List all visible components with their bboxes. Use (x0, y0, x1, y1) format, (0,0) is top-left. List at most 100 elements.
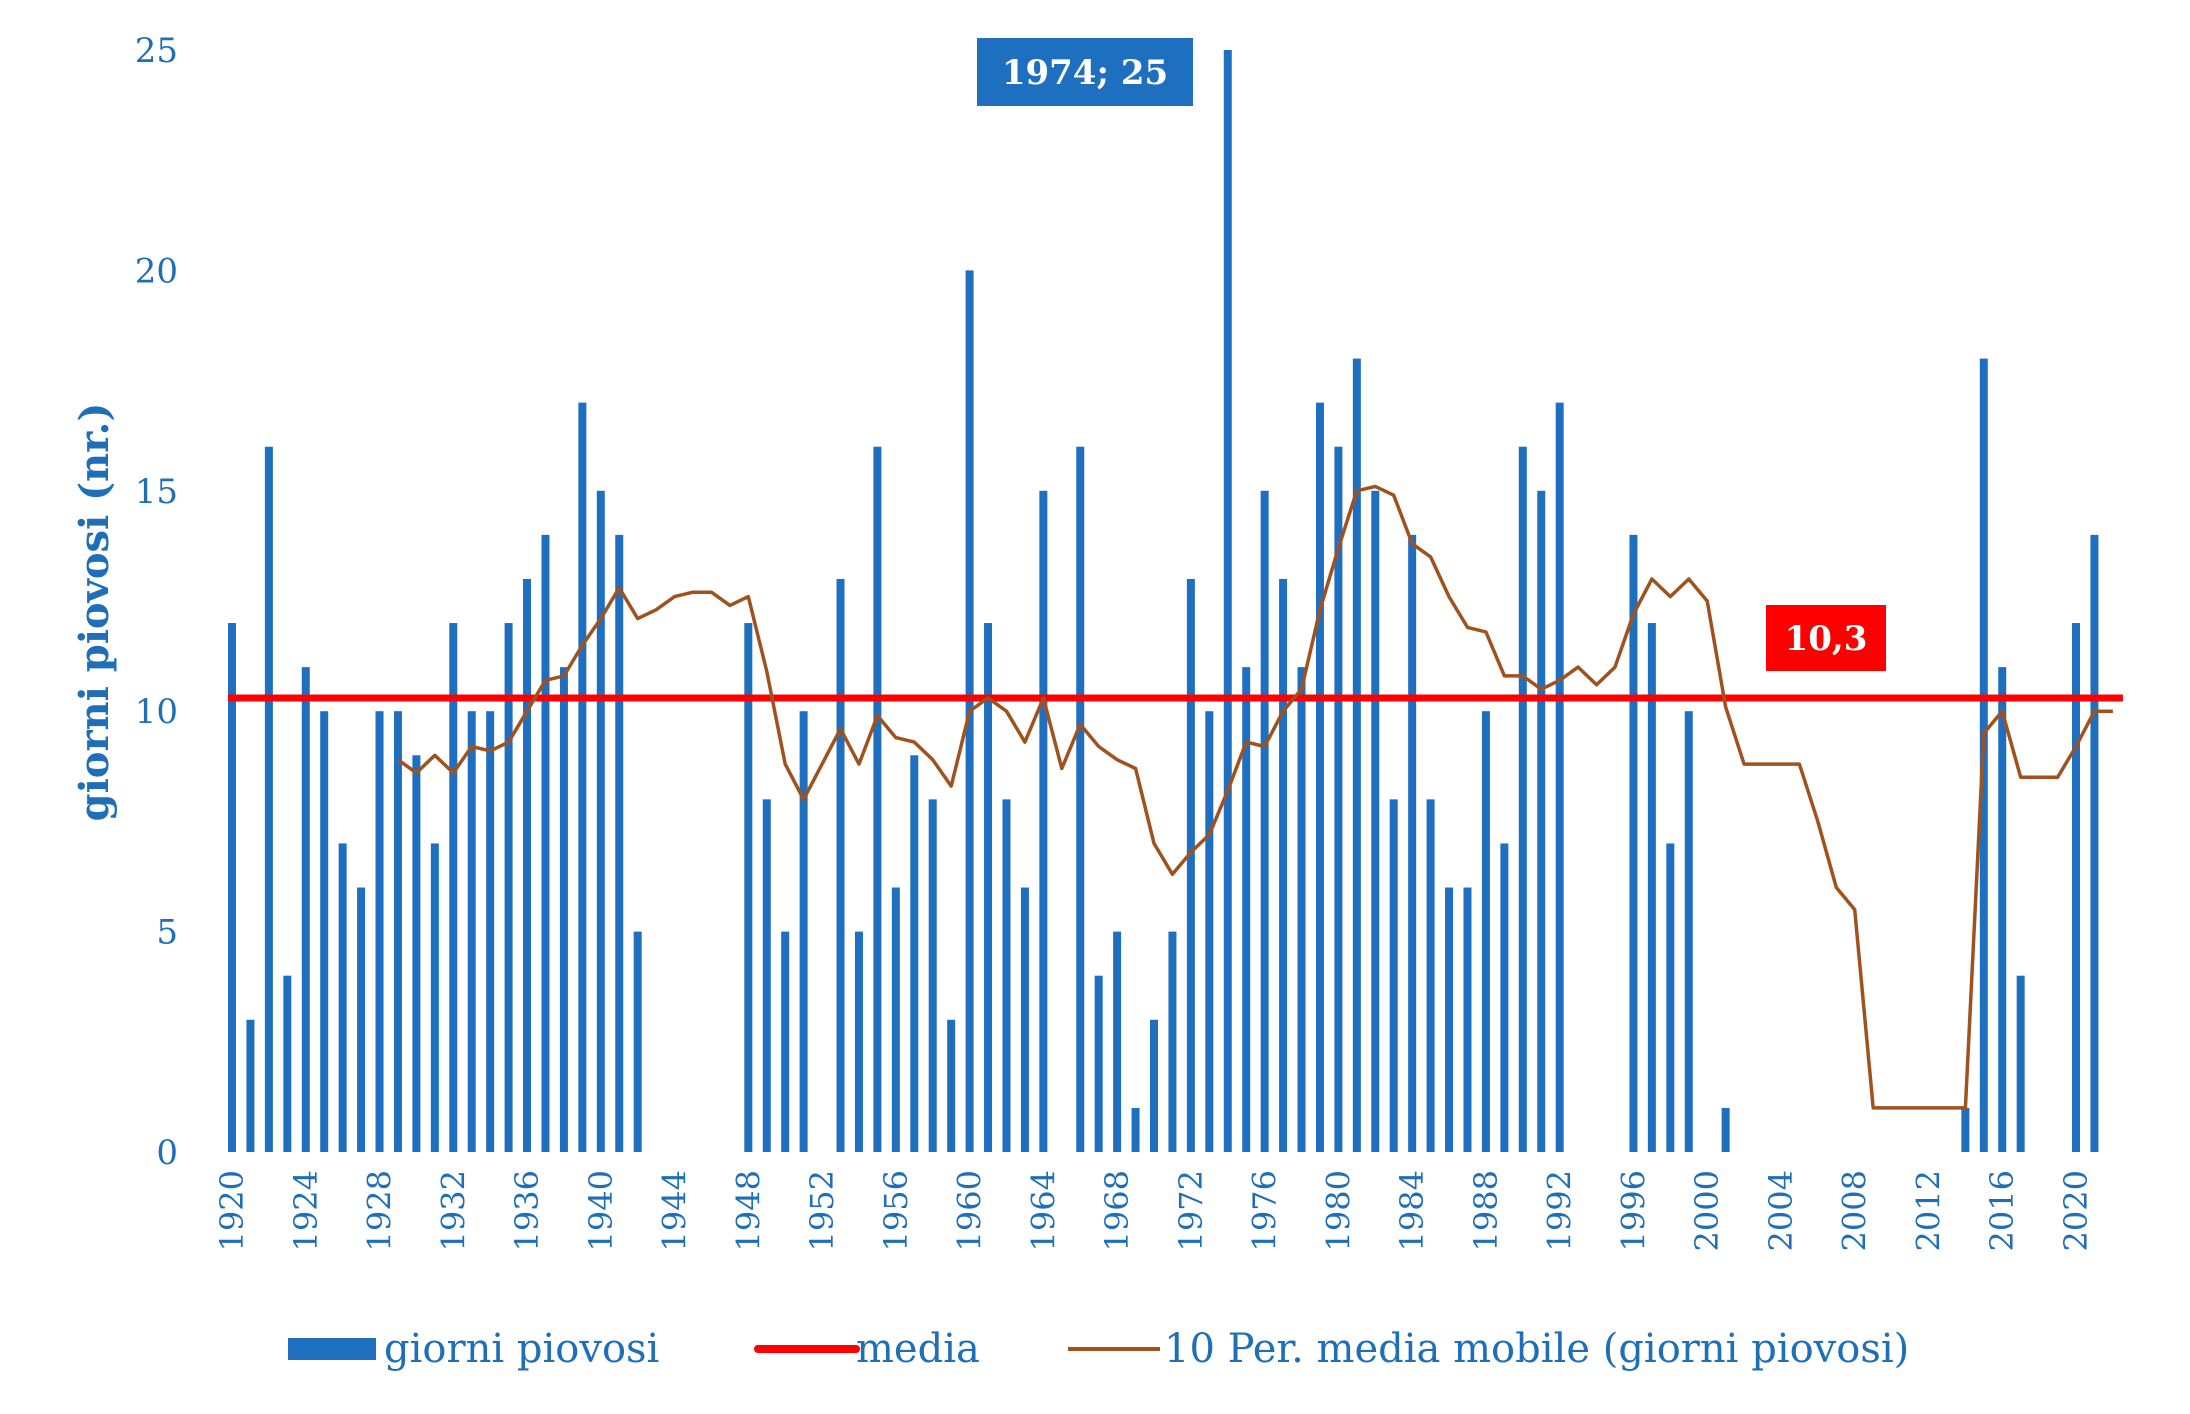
bar (2016, 975, 2025, 1152)
x-tick-label: 1936 (508, 1170, 546, 1251)
bar (541, 534, 550, 1152)
bar (1537, 490, 1546, 1152)
x-tick-label: 1924 (287, 1170, 325, 1251)
legend-label: 10 Per. media mobile (giorni piovosi) (1164, 1326, 1909, 1372)
legend-label: media (856, 1326, 980, 1372)
x-tick-label: 2000 (1688, 1170, 1726, 1251)
bar (228, 623, 236, 1152)
annotations: 1974; 25 10,3 (977, 38, 1886, 671)
bar (1445, 887, 1454, 1152)
bar (559, 667, 568, 1152)
legend: giorni piovosi media 10 Per. media mobile … (288, 1326, 1909, 1372)
bar (578, 402, 587, 1152)
bar (1961, 1107, 1970, 1152)
bar (1463, 887, 1472, 1152)
bar (1371, 490, 1380, 1152)
bar (1998, 667, 2007, 1152)
bar (928, 799, 937, 1152)
bar (393, 711, 402, 1152)
bar (1481, 711, 1490, 1152)
bar (1555, 402, 1564, 1152)
bar (375, 711, 384, 1152)
bar (246, 1019, 255, 1152)
bar (1094, 975, 1103, 1152)
x-tick-label: 2008 (1836, 1170, 1874, 1251)
bar (1500, 843, 1509, 1152)
x-tick-label: 1964 (1024, 1170, 1062, 1251)
bar (1666, 843, 1675, 1152)
bar (615, 534, 624, 1152)
bar (1315, 402, 1324, 1152)
x-tick-label: 1960 (951, 1170, 989, 1251)
legend-label: giorni piovosi (384, 1326, 659, 1372)
y-tick-label: 10 (135, 692, 178, 732)
bar (1647, 623, 1656, 1152)
bar (467, 711, 476, 1152)
bar (1002, 799, 1011, 1152)
bar (1389, 799, 1398, 1152)
x-tick-label: 1948 (729, 1170, 767, 1251)
bar (1020, 887, 1029, 1152)
bars-series (228, 50, 2099, 1153)
bar (873, 446, 882, 1153)
bar (1205, 711, 1214, 1152)
bar (744, 623, 753, 1152)
y-tick-label: 15 (135, 472, 178, 512)
bar (1260, 490, 1269, 1152)
x-tick-label: 1968 (1098, 1170, 1136, 1251)
bar (1223, 50, 1232, 1152)
bar (596, 490, 605, 1152)
x-tick-label: 1992 (1541, 1170, 1579, 1251)
x-tick-label: 1932 (434, 1170, 472, 1251)
x-tick-label: 1984 (1393, 1170, 1431, 1251)
bar (799, 711, 808, 1152)
x-tick-label: 1972 (1172, 1170, 1210, 1251)
annotation-mean-label: 10,3 (1785, 619, 1868, 659)
bar (1242, 667, 1251, 1152)
y-axis: 0 5 10 15 20 25 (135, 31, 178, 1173)
x-axis: 1920 1924 1928 1932 1936 1940 1944 1948 1952 1956… (213, 1170, 2095, 1251)
x-tick-label: 2012 (1909, 1170, 1947, 1251)
bar (1297, 667, 1306, 1152)
moving-average-line (396, 484, 2113, 1110)
y-tick-label: 25 (135, 31, 178, 71)
annotation-box (1766, 605, 1886, 671)
bar (1131, 1107, 1140, 1152)
x-tick-label: 1996 (1614, 1170, 1652, 1251)
bar (1039, 490, 1048, 1152)
bar (338, 843, 347, 1152)
x-tick-label: 1928 (361, 1170, 399, 1251)
moving-average-series (396, 484, 2113, 1110)
x-tick-label: 1956 (877, 1170, 915, 1251)
bar (854, 931, 863, 1152)
x-tick-label: 2016 (1983, 1170, 2021, 1251)
bar (947, 1019, 956, 1152)
bar (2072, 623, 2080, 1152)
bar (1150, 1019, 1158, 1152)
bar (1518, 446, 1527, 1153)
bar (1408, 534, 1417, 1152)
bar (1352, 358, 1361, 1152)
x-tick-label: 1940 (582, 1170, 620, 1251)
bar (504, 623, 513, 1152)
legend-swatch-bar (288, 1338, 376, 1360)
y-axis-title: giorni piovosi (nr.) (71, 403, 118, 822)
annotation-box (977, 38, 1193, 106)
bar (412, 755, 421, 1152)
x-tick-label: 1952 (803, 1170, 841, 1251)
y-tick-label: 0 (156, 1133, 178, 1173)
bar (910, 755, 919, 1152)
bar (449, 623, 458, 1152)
bar (264, 446, 273, 1153)
bar (984, 623, 993, 1152)
y-tick-label: 20 (135, 251, 178, 291)
bar (633, 931, 642, 1152)
bar (891, 887, 900, 1152)
bar (283, 975, 292, 1152)
bar (523, 578, 532, 1152)
x-tick-label: 1976 (1246, 1170, 1284, 1251)
bar (2090, 534, 2099, 1152)
x-tick-label: 1920 (213, 1170, 251, 1251)
bar (836, 578, 845, 1152)
